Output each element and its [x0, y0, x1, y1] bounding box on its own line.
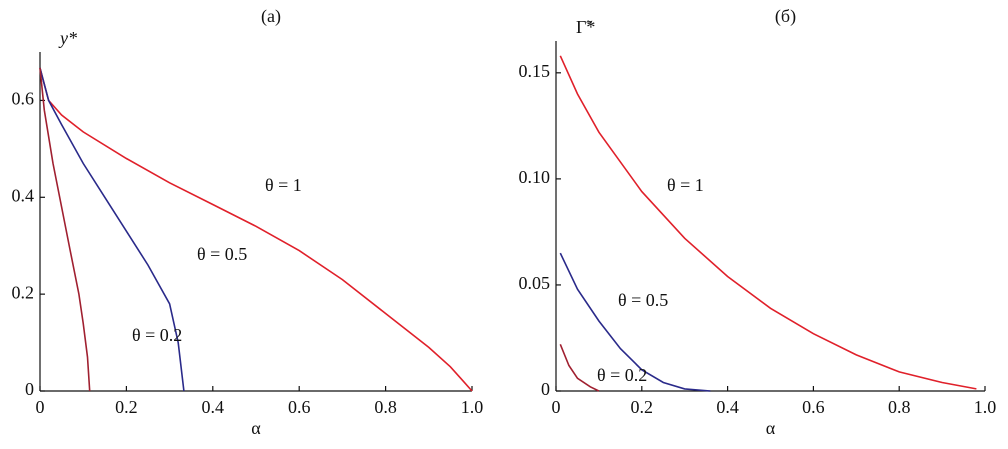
x-tick-label: 0.4	[716, 397, 739, 417]
y-tick-label: 0.4	[12, 185, 35, 205]
line-series	[39, 67, 185, 392]
x-tick-label: 0.6	[288, 397, 311, 417]
y-tick-label: 0.6	[12, 89, 35, 109]
y-tick-label: 0	[541, 379, 550, 399]
line-series	[39, 67, 91, 392]
x-tick-label: 0	[36, 397, 45, 417]
x-tick-label: 0.2	[115, 397, 138, 417]
line-series	[559, 252, 711, 392]
y-axis-label: y*	[58, 28, 77, 48]
x-tick-label: 1.0	[974, 397, 997, 417]
y-tick-label: 0.05	[519, 273, 551, 293]
x-tick-label: 0.6	[802, 397, 825, 417]
series-label: θ = 0.5	[618, 290, 668, 310]
y-tick-label: 0	[25, 379, 34, 399]
series-label: θ = 0.2	[132, 325, 182, 345]
y-tick-label: 0.15	[519, 61, 551, 81]
line-series	[559, 343, 600, 392]
x-tick-label: 0.8	[888, 397, 911, 417]
x-tick-label: 0.4	[202, 397, 225, 417]
series-label: θ = 0.5	[197, 244, 247, 264]
y-tick-label: 0.10	[519, 167, 551, 187]
series-label: θ = 0.2	[597, 365, 647, 385]
x-axis-label: α	[766, 418, 776, 438]
line-series	[39, 67, 473, 392]
series-label: θ = 1	[265, 175, 302, 195]
x-tick-label: 0	[552, 397, 561, 417]
x-tick-label: 0.8	[374, 397, 397, 417]
x-axis-label: α	[251, 418, 261, 438]
chart-title: (б)	[775, 6, 796, 27]
x-tick-label: 0.2	[631, 397, 654, 417]
y-tick-label: 0.2	[12, 282, 35, 302]
x-tick-label: 1.0	[461, 397, 484, 417]
series-label: θ = 1	[667, 175, 704, 195]
y-axis-label: Γ̃*	[576, 17, 595, 37]
chart-title: (а)	[261, 6, 281, 27]
line-series	[559, 55, 977, 390]
